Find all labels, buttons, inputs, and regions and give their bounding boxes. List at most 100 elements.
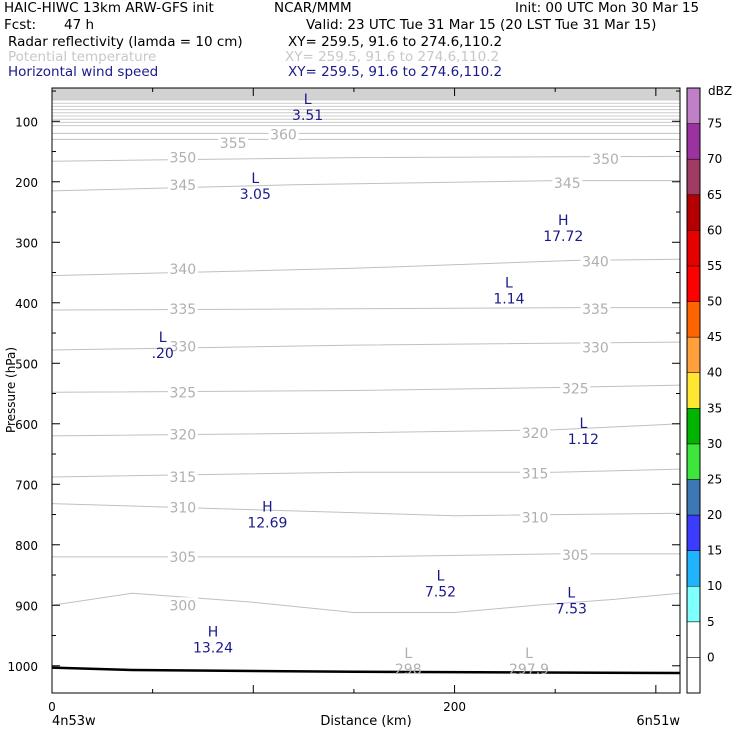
- wind-extremum-value: 3.05: [240, 187, 271, 203]
- theta-contour-label: 355: [220, 136, 247, 152]
- theta-extremum-type: L: [525, 646, 533, 662]
- colorbar-swatch: [686, 479, 701, 516]
- theta-contour-label: 340: [582, 255, 609, 271]
- theta-extremum-value: 298: [395, 662, 422, 678]
- theta-contour-label: 345: [554, 176, 581, 192]
- theta-contour-300: [51, 592, 681, 613]
- theta-contour-label: 335: [169, 302, 196, 318]
- model-title: HAIC-HIWC 13km ARW-GFS init: [4, 0, 214, 16]
- colorbar-swatch: [686, 336, 701, 373]
- theta-contour-350: [51, 155, 681, 162]
- x-right-end-label: 6n51w: [636, 714, 680, 729]
- colorbar-label: 25: [707, 472, 722, 486]
- colorbar-swatch: [686, 158, 701, 196]
- colorbar-swatch: [686, 372, 701, 409]
- theta-label-bg: [167, 176, 198, 192]
- theta-label-bg: [167, 469, 198, 485]
- colorbar-swatch: [686, 87, 701, 124]
- org-label: NCAR/MMM: [274, 0, 352, 16]
- theta-contour-310: [51, 503, 681, 517]
- fcst-value: 47 h: [64, 17, 95, 33]
- y-tick-label: 100: [15, 115, 38, 129]
- theta-label-bg: [580, 339, 611, 355]
- wind-extremum-type: H: [262, 499, 273, 515]
- wind-extremum-type: H: [558, 213, 569, 229]
- colorbar-swatch: [686, 443, 701, 480]
- colorbar-label: 10: [707, 579, 722, 593]
- theta-label-bg: [520, 509, 551, 525]
- colorbar-swatch: [686, 550, 701, 587]
- wind-extremum-type: L: [505, 276, 513, 292]
- theta-contour-label: 345: [169, 178, 196, 194]
- colorbar-swatch: [686, 408, 701, 445]
- theta-label-bg: [167, 499, 198, 515]
- init-time: Init: 00 UTC Mon 30 Mar 15: [515, 0, 700, 16]
- y-tick-label: 800: [15, 539, 38, 553]
- theta-label-bg: [520, 424, 551, 440]
- theta-contour-label: 305: [169, 550, 196, 566]
- fcst-label: Fcst:: [4, 17, 37, 33]
- colorbar-label: 20: [707, 508, 722, 522]
- colorbar-label: 45: [707, 330, 722, 344]
- x-tick-label: 0: [48, 700, 56, 714]
- colorbar-swatch: [686, 265, 701, 302]
- theta-contour-label: 350: [592, 152, 619, 168]
- theta-contour-340: [51, 258, 681, 277]
- y-tick-label: 600: [15, 418, 38, 432]
- y-tick-label: 1000: [7, 660, 38, 674]
- colorbar-label: 40: [707, 366, 722, 380]
- x-tick-label: 200: [443, 700, 466, 714]
- colorbar-swatch: [686, 230, 701, 267]
- theta-contour-label: 305: [562, 548, 589, 564]
- theta-label-bg: [167, 426, 198, 442]
- y-tick-label: 200: [15, 176, 38, 190]
- theta-contour-label: 330: [169, 339, 196, 355]
- y-tick-label: 300: [15, 236, 38, 250]
- wind-extremum-value: 7.52: [425, 584, 456, 600]
- theta-extremum-value: 297.9: [509, 662, 549, 678]
- theta-label-bg: [167, 384, 198, 400]
- theta-contour-label: 325: [169, 385, 196, 401]
- colorbar-frame: [686, 87, 701, 694]
- x-left-end-label: 4n53w: [52, 714, 96, 729]
- theta-contour-label: 310: [522, 511, 549, 527]
- theta-contour-label: 315: [169, 470, 196, 486]
- theta-label-bg: [590, 150, 621, 166]
- theta-contour-label: 320: [169, 428, 196, 444]
- theta-label-bg: [268, 126, 299, 142]
- colorbar-label: 55: [707, 259, 722, 273]
- colorbar-swatch: [686, 657, 701, 694]
- field-theta-xy: XY= 259.5, 91.6 to 274.6,110.2: [285, 49, 500, 65]
- colorbar-label: 15: [707, 544, 722, 558]
- field-theta-name: Potential temperature: [8, 49, 157, 65]
- colorbar-swatch: [686, 585, 701, 623]
- wind-extremum-type: H: [208, 625, 219, 641]
- y-axis-label: Pressure (hPa): [4, 347, 18, 433]
- theta-contour-325: [51, 384, 681, 393]
- theta-label-bg: [167, 548, 198, 564]
- colorbar-label: 70: [707, 152, 722, 166]
- colorbar-label: 30: [707, 437, 722, 451]
- theta-contour-label: 310: [169, 500, 196, 516]
- colorbar-label: 0: [707, 650, 715, 664]
- theta-contour-335: [51, 307, 680, 311]
- x-axis-label: Distance (km): [320, 714, 411, 729]
- theta-contour-345: [51, 180, 680, 192]
- colorbar-swatch: [686, 301, 701, 338]
- field-wind-xy: XY= 259.5, 91.6 to 274.6,110.2: [288, 64, 503, 80]
- theta-label-bg: [580, 300, 611, 316]
- theta-contour-label: 340: [169, 262, 196, 278]
- wind-extremum-value: .20: [152, 346, 174, 362]
- colorbar-swatch: [686, 514, 701, 551]
- field-reflectivity-xy: XY= 259.5, 91.6 to 274.6,110.2: [288, 34, 503, 50]
- wind-extremum-value: 1.12: [568, 432, 599, 448]
- theta-contour-label: 350: [169, 151, 196, 167]
- theta-label-bg: [580, 253, 611, 269]
- wind-extremum-value: 17.72: [543, 229, 583, 245]
- wind-extremum-value: 3.51: [292, 108, 323, 124]
- theta-contour-label: 325: [562, 382, 589, 398]
- y-tick-label: 500: [15, 357, 38, 371]
- wind-extremum-value: 13.24: [193, 641, 233, 657]
- theta-contour-320: [51, 423, 681, 437]
